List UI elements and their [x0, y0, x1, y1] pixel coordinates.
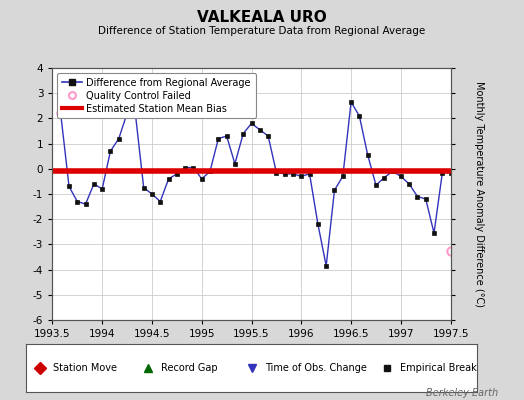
Text: Record Gap: Record Gap [161, 363, 218, 373]
Text: Difference of Station Temperature Data from Regional Average: Difference of Station Temperature Data f… [99, 26, 425, 36]
Text: Berkeley Earth: Berkeley Earth [425, 388, 498, 398]
Text: VALKEALA URO: VALKEALA URO [197, 10, 327, 25]
Y-axis label: Monthly Temperature Anomaly Difference (°C): Monthly Temperature Anomaly Difference (… [474, 81, 484, 307]
Text: Empirical Break: Empirical Break [400, 363, 477, 373]
Text: Time of Obs. Change: Time of Obs. Change [265, 363, 367, 373]
Text: Station Move: Station Move [53, 363, 117, 373]
Legend: Difference from Regional Average, Quality Control Failed, Estimated Station Mean: Difference from Regional Average, Qualit… [57, 73, 256, 118]
